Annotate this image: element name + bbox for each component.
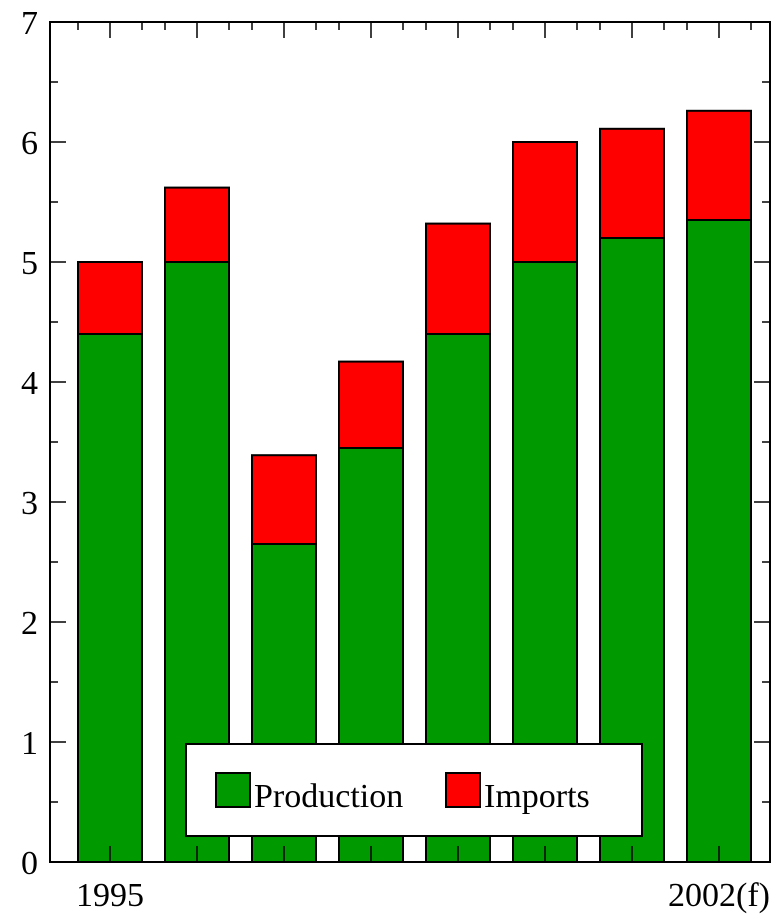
x-tick-label-7: 2002(f): [668, 877, 770, 914]
bar-imports-2: [251, 454, 317, 546]
ticks-layer: 0 1 2 3 4 5 6 7 1995 2002(f): [21, 5, 770, 914]
y-tick-label-1: 1: [21, 725, 38, 762]
bar-imports-4: [425, 222, 491, 336]
y-tick-label-2: 2: [21, 605, 38, 642]
y-tick-label-3: 3: [21, 485, 38, 522]
bar-production-0: [77, 333, 143, 863]
y-tick-label-7: 7: [21, 5, 38, 42]
y-tick-label-6: 6: [21, 125, 38, 162]
y-tick-label-5: 5: [21, 245, 38, 282]
y-tick-label-4: 4: [21, 365, 38, 402]
plot-frame: [49, 21, 771, 863]
bar-imports-0: [77, 261, 143, 335]
bar-imports-5: [512, 141, 578, 263]
bar-production-7: [686, 219, 752, 863]
legend-box: [185, 743, 643, 837]
bar-imports-7: [686, 109, 752, 221]
bar-imports-1: [164, 186, 230, 264]
bar-imports-6: [599, 127, 665, 239]
legend: Production Imports: [185, 743, 643, 837]
legend-label-production: Production: [254, 778, 403, 815]
x-tick-label-0: 1995: [76, 877, 144, 914]
y-tick-label-0: 0: [21, 845, 38, 882]
legend-swatch-production: [215, 772, 251, 808]
bar-imports-3: [338, 360, 404, 450]
legend-label-imports: Imports: [484, 778, 590, 815]
legend-swatch-imports: [445, 772, 481, 808]
